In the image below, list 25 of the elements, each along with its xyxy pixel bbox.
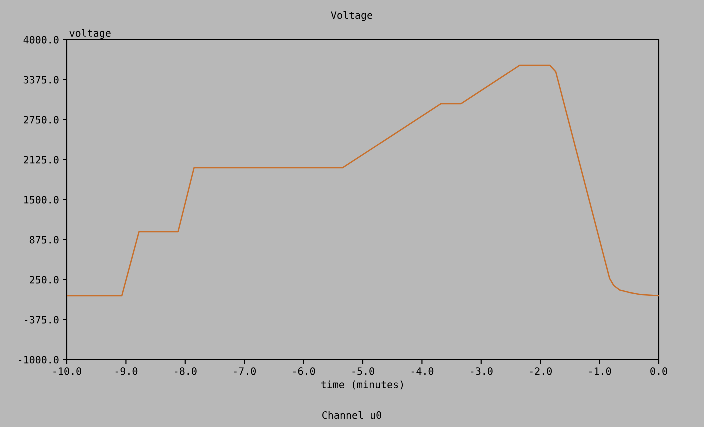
- y-tick-label: 875.0: [30, 236, 59, 244]
- y-tick-label: 1500.0: [24, 196, 59, 204]
- x-tick-label: -4.0: [412, 368, 434, 376]
- y-tick-label: 4000.0: [24, 36, 59, 44]
- x-tick-label: -9.0: [116, 368, 138, 376]
- y-tick-label: 2125.0: [24, 156, 59, 164]
- y-tick-label: -375.0: [25, 316, 59, 324]
- y-tick-label: 2750.0: [24, 116, 59, 124]
- x-tick-label: -5.0: [352, 368, 374, 376]
- x-tick-label: -8.0: [175, 368, 197, 376]
- x-tick-label: -3.0: [471, 368, 493, 376]
- x-tick-label: -6.0: [293, 368, 316, 376]
- chart-title: Voltage: [331, 11, 372, 22]
- text: Channel u0: [322, 411, 382, 420]
- x-tick-label: -1.0: [589, 368, 612, 376]
- x-tick-label: -10.0: [54, 368, 82, 376]
- line-series: [66, 64, 660, 297]
- y-tick-label: 250.0: [30, 276, 59, 284]
- x-tick-label: 0.0: [650, 368, 668, 376]
- y-tick-label: 3375.0: [24, 76, 59, 84]
- x-tick-label: -7.0: [234, 368, 256, 376]
- x-axis-title: time (minutes): [322, 380, 404, 390]
- y-tick-label: -1000.0: [19, 356, 59, 364]
- x-tick-label: -2.0: [530, 368, 552, 376]
- y-axis-title: voltage: [70, 29, 111, 40]
